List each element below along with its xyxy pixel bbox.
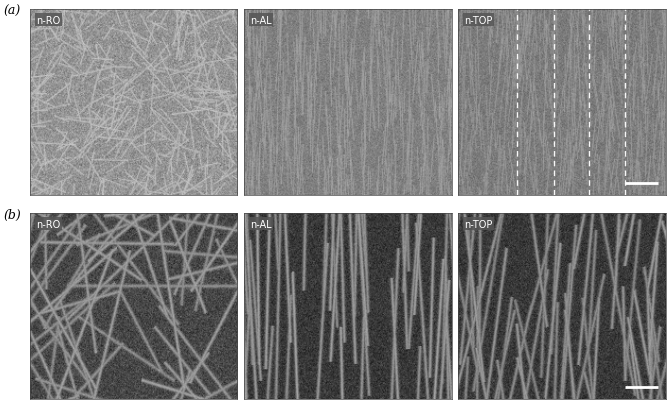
Text: (a): (a) [3, 4, 20, 17]
Text: n-AL: n-AL [250, 219, 272, 229]
Text: n-RO: n-RO [36, 16, 61, 26]
Text: (b): (b) [3, 208, 21, 221]
Text: n-TOP: n-TOP [464, 219, 493, 229]
Text: n-TOP: n-TOP [464, 16, 493, 26]
Text: n-RO: n-RO [36, 219, 61, 229]
Text: n-AL: n-AL [250, 16, 272, 26]
